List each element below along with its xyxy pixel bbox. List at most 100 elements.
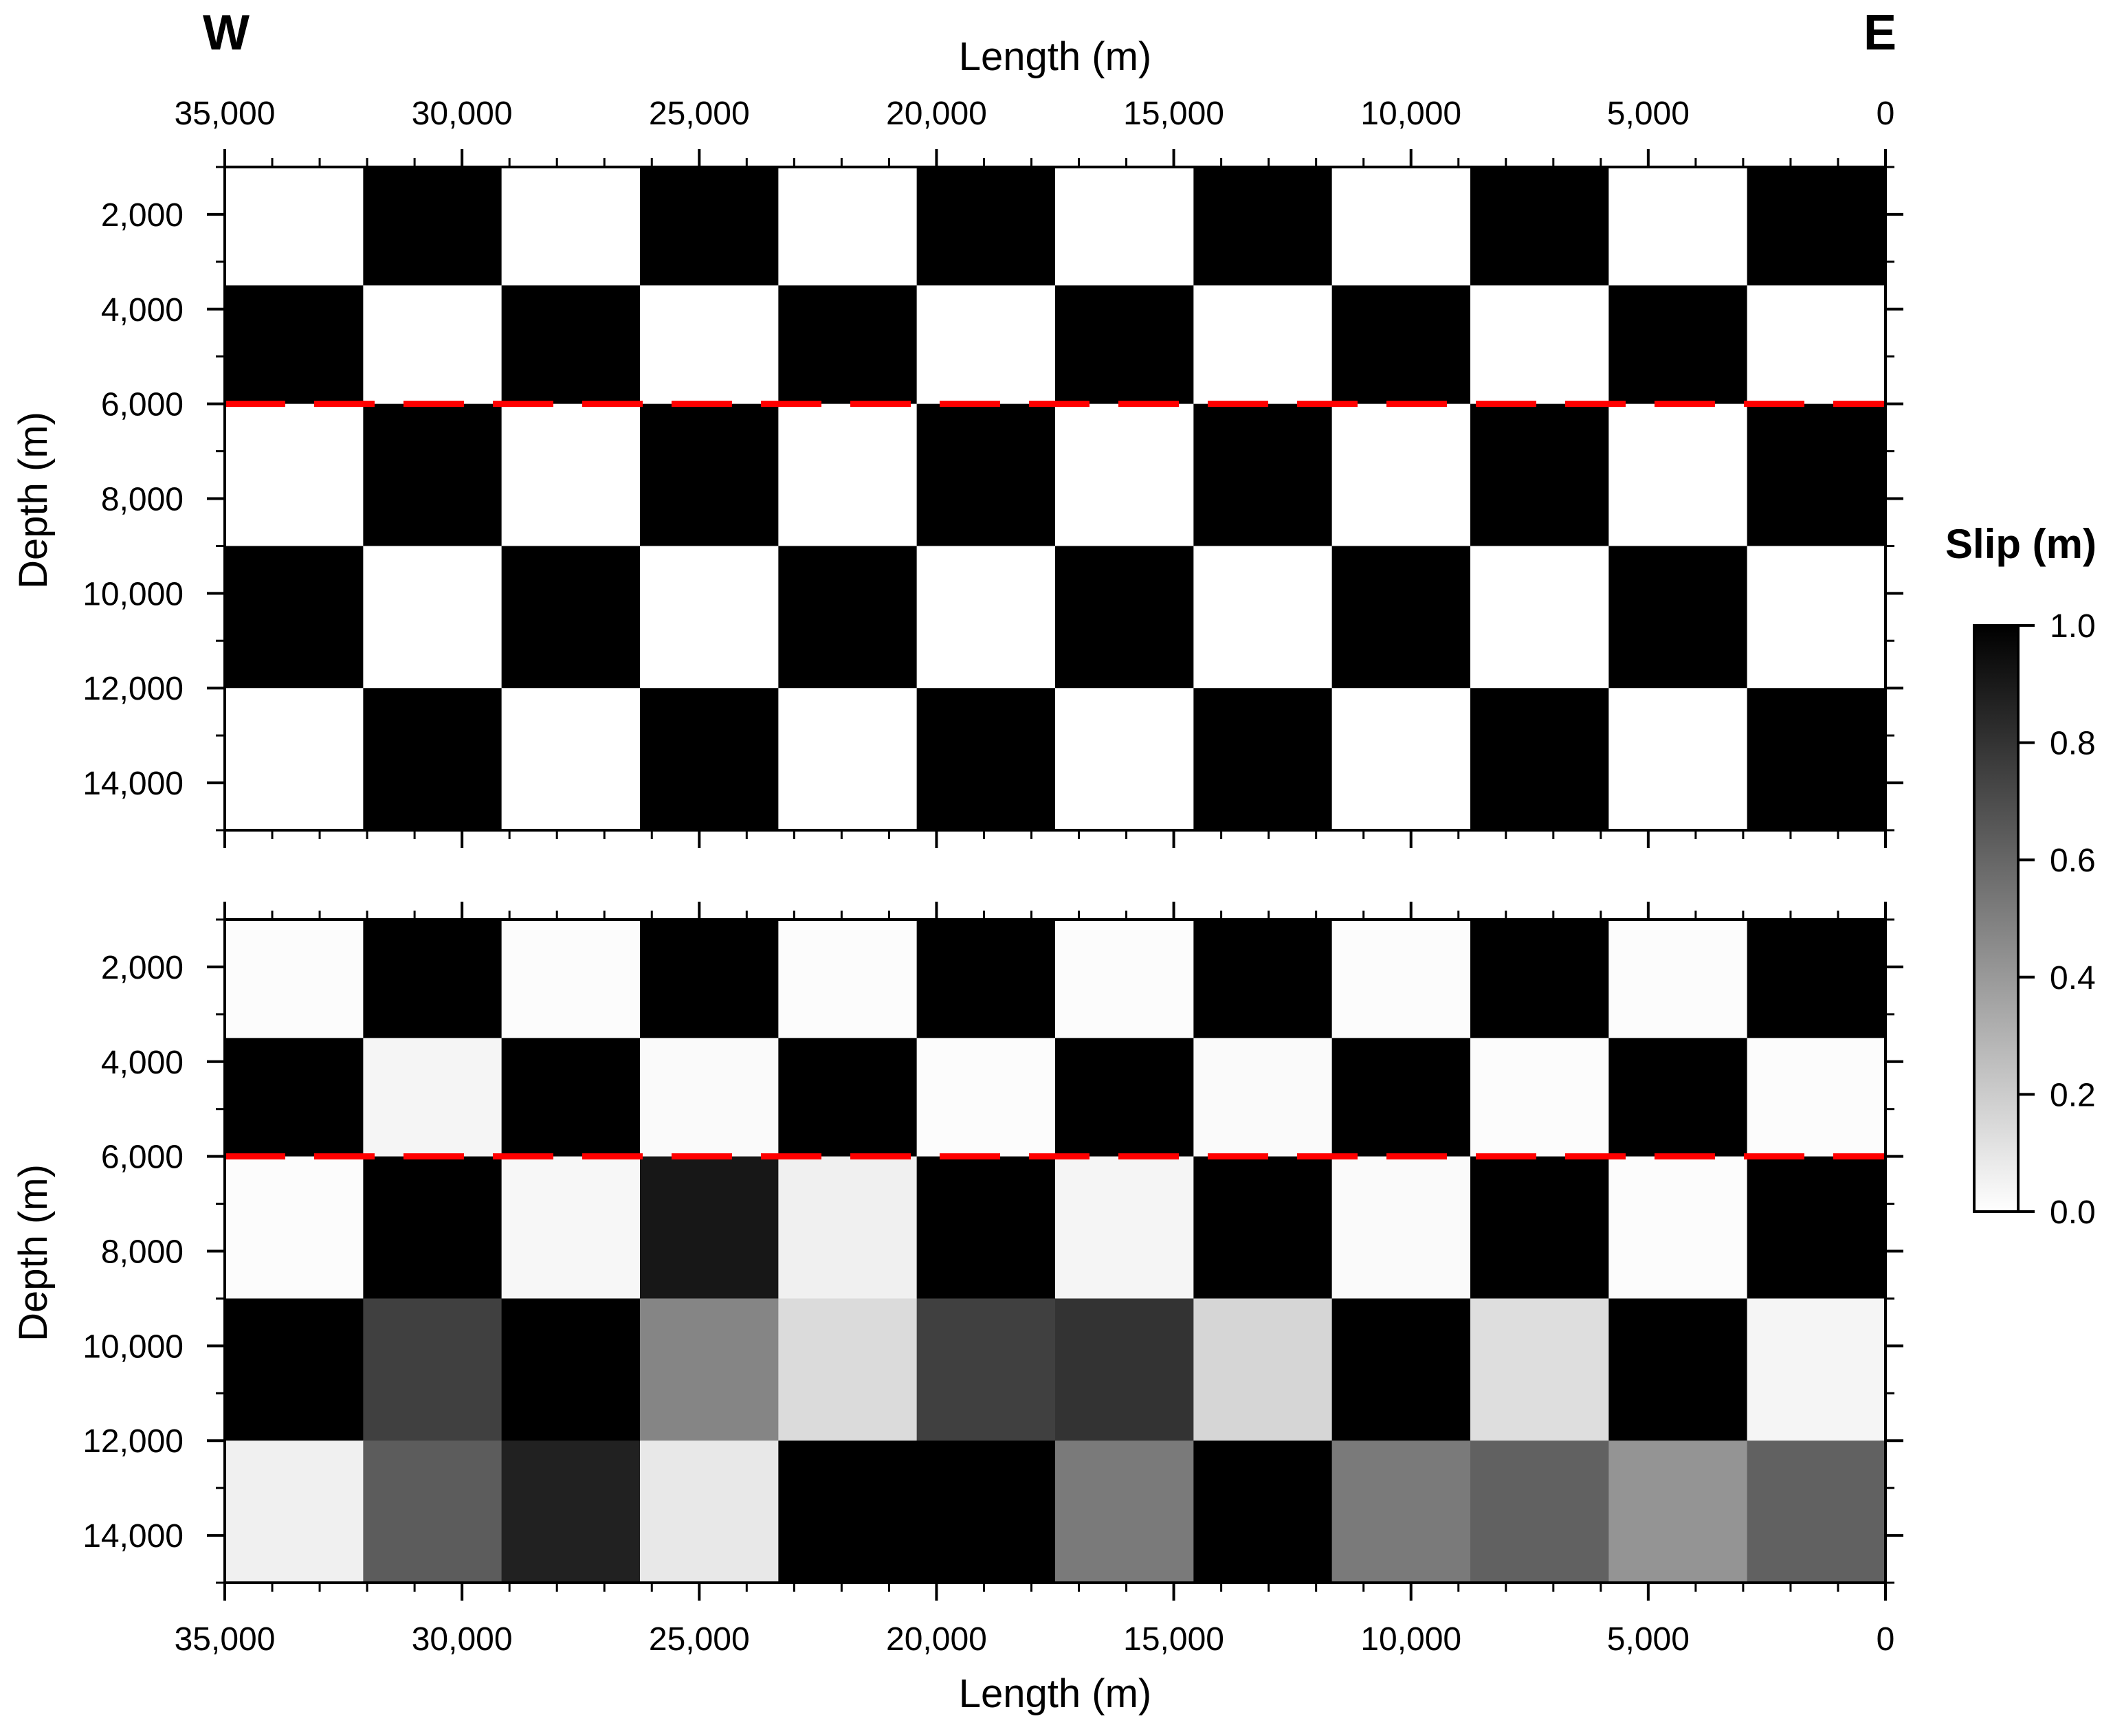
slip-cell-r1-c8 xyxy=(1331,1038,1471,1157)
slip-cell-r1-c3 xyxy=(640,285,779,405)
slip-cell-r1-c6 xyxy=(1055,285,1194,405)
slip-cell-r2-c3 xyxy=(640,1156,779,1300)
slip-cell-r1-c10 xyxy=(1608,285,1748,405)
slip-cell-r3-c4 xyxy=(778,546,918,689)
x-tick-label-top: 35,000 xyxy=(175,96,276,132)
x-tick-label-bottom: 20,000 xyxy=(886,1621,987,1658)
slip-cell-r4-c7 xyxy=(1193,688,1333,831)
x-tick-label-bottom: 30,000 xyxy=(412,1621,513,1658)
slip-cell-r1-c0 xyxy=(225,1038,364,1157)
slip-cell-r3-c11 xyxy=(1747,546,1886,689)
x-tick-label-top: 25,000 xyxy=(649,96,750,132)
x-tick-label-bottom: 15,000 xyxy=(1123,1621,1224,1658)
panels-layer: 35,000 30,000 25,000 20,000 15,000 10,000 5,00… xyxy=(82,96,1903,1658)
slip-cell-r2-c7 xyxy=(1193,403,1333,547)
slip-cell-r4-c5 xyxy=(916,688,1056,831)
slip-cell-r3-c1 xyxy=(363,546,502,689)
slip-cell-r3-c2 xyxy=(501,1298,641,1441)
slip-cell-r3-c2 xyxy=(501,546,641,689)
slip-cell-r1-c3 xyxy=(640,1038,779,1157)
colorbar-bar xyxy=(1973,624,2020,1213)
slip-cell-r4-c4 xyxy=(778,1440,918,1583)
slip-cell-r0-c10 xyxy=(1608,167,1748,286)
slip-cell-r2-c4 xyxy=(778,403,918,547)
x-tick-label-top: 15,000 xyxy=(1123,96,1224,132)
slip-cell-r4-c1 xyxy=(363,688,502,831)
y-tick-label: 6,000 xyxy=(101,387,184,423)
slip-cell-r1-c2 xyxy=(501,1038,641,1157)
y-tick-label: 4,000 xyxy=(101,292,184,329)
top-y-axis-title: Depth (m) xyxy=(11,412,56,589)
east-label: E xyxy=(1863,5,1896,60)
slip-cell-r3-c6 xyxy=(1055,546,1194,689)
slip-cell-r4-c0 xyxy=(225,1440,364,1583)
y-tick-label: 12,000 xyxy=(82,671,184,707)
slip-cell-r4-c0 xyxy=(225,688,364,831)
slip-cell-r1-c0 xyxy=(225,285,364,405)
slip-cell-r1-c5 xyxy=(916,285,1056,405)
colorbar-tick-label: 0.8 xyxy=(2050,726,2096,762)
slip-cell-r1-c10 xyxy=(1608,1038,1748,1157)
slip-cell-r4-c10 xyxy=(1608,1440,1748,1583)
slip-cell-r2-c10 xyxy=(1608,1156,1748,1300)
bottom-y-axis-title: Depth (m) xyxy=(11,1164,56,1342)
slip-cell-r1-c4 xyxy=(778,285,918,405)
slip-cell-r3-c4 xyxy=(778,1298,918,1441)
slip-cell-r0-c6 xyxy=(1055,920,1194,1038)
slip-cell-r4-c5 xyxy=(916,1440,1056,1583)
slip-cell-r2-c2 xyxy=(501,1156,641,1300)
slip-cell-r2-c1 xyxy=(363,1156,502,1300)
slip-cell-r0-c7 xyxy=(1193,920,1333,1038)
slip-cell-r2-c0 xyxy=(225,1156,364,1300)
slip-cell-r2-c6 xyxy=(1055,1156,1194,1300)
slip-cell-r0-c0 xyxy=(225,920,364,1038)
y-tick-label: 14,000 xyxy=(82,1518,184,1555)
x-tick-label-top: 20,000 xyxy=(886,96,987,132)
colorbar-tick-label: 0.6 xyxy=(2050,843,2096,879)
slip-cell-r4-c11 xyxy=(1747,1440,1886,1583)
slip-cell-r3-c3 xyxy=(640,1298,779,1441)
panel-input: 35,000 30,000 25,000 20,000 15,000 10,000 5,00… xyxy=(82,96,1903,848)
slip-cell-r1-c4 xyxy=(778,1038,918,1157)
slip-cell-r0-c9 xyxy=(1470,167,1609,286)
slip-cell-r0-c0 xyxy=(225,167,364,286)
slip-cell-r2-c6 xyxy=(1055,403,1194,547)
x-tick-label-bottom: 10,000 xyxy=(1360,1621,1461,1658)
slip-cell-r0-c9 xyxy=(1470,920,1609,1038)
slip-cell-r3-c8 xyxy=(1331,546,1471,689)
slip-cell-r3-c11 xyxy=(1747,1298,1886,1441)
slip-cell-r1-c6 xyxy=(1055,1038,1194,1157)
slip-cell-r2-c1 xyxy=(363,403,502,547)
slip-cell-r3-c1 xyxy=(363,1298,502,1441)
y-tick-label: 2,000 xyxy=(101,197,184,234)
slip-cell-r4-c10 xyxy=(1608,688,1748,831)
slip-cell-r3-c9 xyxy=(1470,1298,1609,1441)
slip-cell-r3-c7 xyxy=(1193,1298,1333,1441)
slip-cell-r3-c8 xyxy=(1331,1298,1471,1441)
slip-cell-r1-c7 xyxy=(1193,1038,1333,1157)
colorbar: 0.0 0.2 0.4 0.6 0.8 1.0 xyxy=(1973,608,2096,1231)
slip-cell-r4-c8 xyxy=(1331,1440,1471,1583)
slip-cell-r2-c4 xyxy=(778,1156,918,1300)
y-tick-label: 12,000 xyxy=(82,1423,184,1460)
y-tick-label: 8,000 xyxy=(101,1234,184,1271)
slip-cell-r0-c2 xyxy=(501,920,641,1038)
slip-cell-r2-c10 xyxy=(1608,403,1748,547)
x-tick-label-bottom: 0 xyxy=(1877,1621,1895,1658)
slip-cell-r4-c6 xyxy=(1055,688,1194,831)
top-x-axis-title: Length (m) xyxy=(959,34,1151,79)
x-tick-label-top: 5,000 xyxy=(1607,96,1690,132)
slip-cell-r2-c11 xyxy=(1747,1156,1886,1300)
slip-cell-r0-c2 xyxy=(501,167,641,286)
slip-cell-r4-c11 xyxy=(1747,688,1886,831)
slip-cell-r4-c2 xyxy=(501,688,641,831)
y-tick-label: 4,000 xyxy=(101,1045,184,1081)
slip-cell-r3-c9 xyxy=(1470,546,1609,689)
slip-cell-r1-c7 xyxy=(1193,285,1333,405)
y-tick-label: 6,000 xyxy=(101,1139,184,1176)
slip-cell-r0-c3 xyxy=(640,167,779,286)
slip-cell-r3-c5 xyxy=(916,1298,1056,1441)
slip-cell-r4-c3 xyxy=(640,688,779,831)
x-tick-label-bottom: 35,000 xyxy=(175,1621,276,1658)
